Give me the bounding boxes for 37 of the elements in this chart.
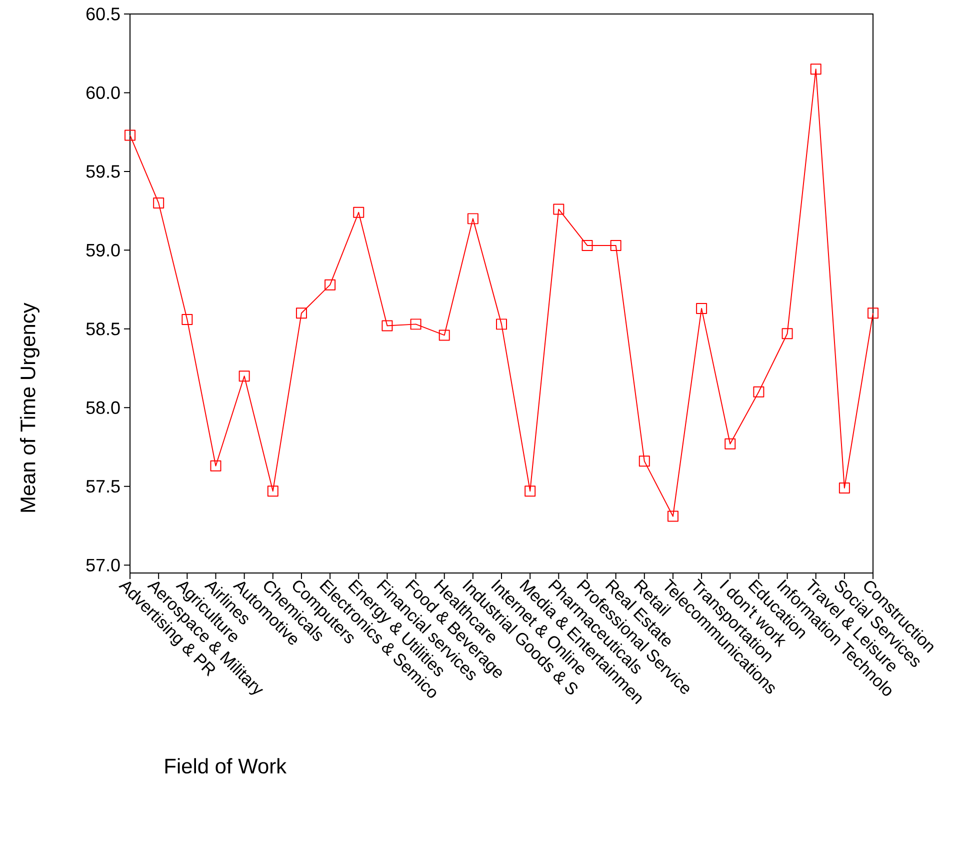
point: [438, 330, 450, 341]
point: [838, 482, 850, 494]
point: [667, 510, 678, 522]
point: [496, 318, 508, 330]
point: [210, 460, 222, 472]
point: [467, 213, 478, 224]
point: [553, 204, 564, 215]
point: [238, 370, 250, 382]
y-tick-label: 59.5: [86, 165, 120, 178]
point: [810, 64, 822, 75]
point: [296, 308, 307, 319]
point: [638, 456, 650, 467]
point: [582, 240, 593, 251]
point: [410, 318, 422, 330]
y-tick-label: 58.5: [86, 322, 120, 336]
point: [267, 486, 278, 497]
y-axis-title: Mean of Time Urgency: [20, 302, 40, 512]
y-tick-label: 57.5: [86, 480, 120, 493]
y-tick-label: 60.0: [86, 86, 120, 100]
y-tick-label: 58.0: [86, 401, 120, 414]
point: [524, 486, 536, 497]
point: [753, 386, 764, 398]
point: [782, 328, 793, 340]
point: [353, 206, 364, 218]
y-tick-label: 57.0: [86, 558, 120, 572]
x-axis-title: Field of Work: [165, 758, 287, 774]
point: [868, 308, 879, 319]
point: [382, 320, 393, 332]
point: [153, 197, 164, 208]
point: [610, 240, 622, 251]
point: [124, 130, 136, 141]
y-tick-label: 59.0: [86, 244, 120, 257]
point: [324, 279, 336, 290]
point: [182, 314, 193, 325]
point: [724, 438, 736, 450]
point: [696, 302, 708, 314]
y-tick-label: 60.5: [86, 8, 120, 20]
